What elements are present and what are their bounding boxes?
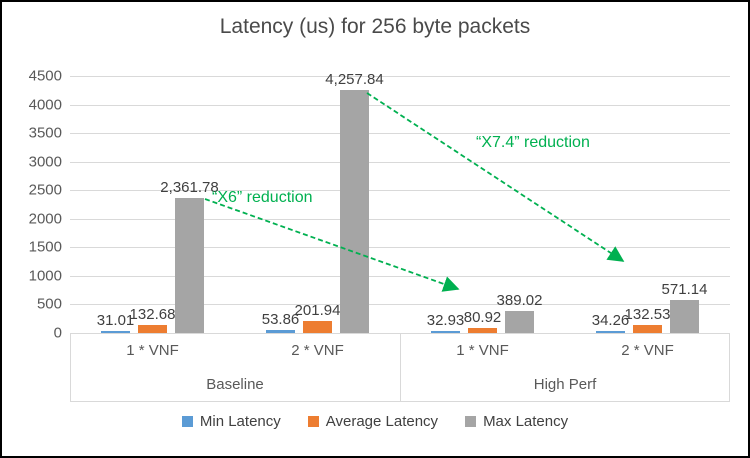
y-tick-2500: 2500: [28, 181, 62, 199]
group-label-baseline: Baseline: [206, 376, 264, 393]
plot-area: 31.01 132.68 2,361.78 53.86 201.94 4,257.84 32…: [70, 71, 730, 334]
category-label-highperf-1vnf: 1 * VNF: [456, 342, 509, 359]
y-axis: 4500 4000 3500 3000 2500 2000 1500 1000 500 0: [10, 68, 62, 342]
bar-cluster-2: 32.93 80.92 389.02: [400, 76, 565, 333]
legend-item-average-latency: Average Latency: [307, 413, 439, 430]
bar-label-max-latency-3: 571.14: [661, 281, 708, 299]
bar-average-latency-0: 132.68: [130, 306, 175, 333]
bar-min-latency-2: 32.93: [427, 312, 464, 333]
bar-max-latency-3: 571.14: [662, 281, 707, 333]
gridline-4500: [70, 76, 730, 77]
bar-series-container: 31.01 132.68 2,361.78 53.86 201.94 4,257.84 32…: [70, 71, 730, 333]
y-tick-4000: 4000: [28, 96, 62, 114]
legend-swatch-min-latency: [181, 416, 193, 427]
y-tick-3500: 3500: [28, 124, 62, 142]
legend-item-max-latency: Max Latency: [465, 413, 568, 430]
legend-label-min-latency: Min Latency: [199, 413, 281, 430]
bar-label-average-latency-0: 132.68: [129, 306, 176, 324]
legend-label-max-latency: Max Latency: [483, 413, 569, 430]
bar-max-latency-1: 4,257.84: [325, 71, 384, 333]
bar-average-latency-3: 132.53: [625, 306, 670, 333]
legend: Min Latency Average Latency Max Latency: [2, 413, 748, 430]
annotation-x74-reduction: “X7.4” reduction: [476, 134, 590, 151]
category-axis: 1 * VNF 2 * VNF 1 * VNF 2 * VNF Baseline…: [70, 333, 730, 402]
bar-average-latency-2: 80.92: [464, 309, 501, 333]
category-divider-middle: [400, 333, 401, 401]
bar-label-average-latency-2: 80.92: [463, 309, 502, 327]
bar-min-latency-0: 31.01: [97, 312, 134, 333]
bar-label-average-latency-3: 132.53: [624, 306, 671, 324]
bar-label-average-latency-1: 201.94: [294, 302, 341, 320]
category-label-highperf-2vnf: 2 * VNF: [621, 342, 674, 359]
bar-max-latency-2: 389.02: [497, 292, 542, 333]
y-tick-4500: 4500: [28, 67, 62, 85]
bar-label-min-latency-3: 34.26: [591, 312, 630, 330]
legend-label-average-latency: Average Latency: [325, 413, 439, 430]
y-tick-3000: 3000: [28, 153, 62, 171]
chart-title: Latency (us) for 256 byte packets: [219, 15, 531, 38]
bar-min-latency-3: 34.26: [592, 312, 629, 333]
category-row-group: Baseline High Perf: [70, 368, 730, 401]
category-label-baseline-2vnf: 2 * VNF: [291, 342, 344, 359]
bar-label-max-latency-0: 2,361.78: [160, 179, 219, 197]
bar-label-max-latency-2: 389.02: [496, 291, 543, 309]
legend-swatch-max-latency: [465, 416, 477, 427]
group-label-highperf: High Perf: [533, 376, 597, 393]
y-tick-1500: 1500: [28, 238, 62, 256]
annotation-x6-reduction: “X6” reduction: [212, 189, 313, 206]
bar-label-min-latency-2: 32.93: [426, 312, 465, 330]
bar-label-min-latency-1: 53.86: [261, 310, 300, 328]
category-divider-right: [729, 333, 730, 401]
bar-min-latency-1: 53.86: [262, 311, 299, 333]
category-divider-left: [70, 333, 71, 401]
category-label-baseline-1vnf: 1 * VNF: [126, 342, 179, 359]
y-tick-1000: 1000: [28, 267, 62, 285]
y-tick-0: 0: [53, 324, 62, 342]
y-tick-2000: 2000: [28, 210, 62, 228]
bar-cluster-0: 31.01 132.68 2,361.78: [70, 76, 235, 333]
bar-label-max-latency-1: 4,257.84: [325, 70, 384, 88]
gridline-500: [70, 304, 730, 306]
bar-label-min-latency-0: 31.01: [96, 312, 135, 330]
legend-item-min-latency: Min Latency: [181, 413, 281, 430]
bar-cluster-3: 34.26 132.53 571.14: [565, 76, 730, 333]
y-tick-500: 500: [36, 295, 62, 313]
bar-max-latency-0: 2,361.78: [160, 179, 219, 333]
bar-average-latency-1: 201.94: [295, 302, 340, 333]
legend-swatch-average-latency: [307, 416, 319, 427]
category-row-vnf: 1 * VNF 2 * VNF 1 * VNF 2 * VNF: [70, 333, 730, 368]
